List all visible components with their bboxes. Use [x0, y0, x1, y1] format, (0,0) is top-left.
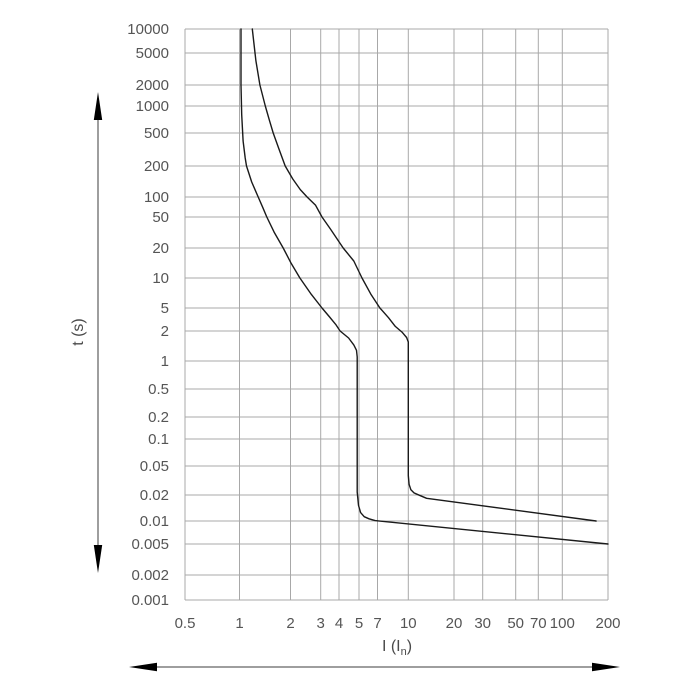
y-tick-labels: 10000 5000 2000 1000 500 200 100 50 20 10 5 2 1 0.5 0.…	[127, 21, 169, 609]
y-tick-label: 1	[161, 353, 169, 370]
x-tick-label: 30	[474, 615, 491, 632]
x-tick-label: 50	[507, 615, 524, 632]
arrow-down-icon	[93, 545, 103, 573]
y-axis-range-arrow	[93, 92, 103, 573]
y-tick-label: 10000	[127, 21, 169, 38]
x-axis-title-suffix: )	[406, 638, 413, 655]
y-tick-label: 0.02	[140, 487, 169, 504]
x-axis-range-arrow	[129, 662, 620, 672]
x-axis-title-text: I (I	[381, 638, 401, 655]
x-tick-label: 100	[550, 615, 575, 632]
y-tick-label: 500	[144, 125, 169, 142]
x-tick-label: 1	[235, 615, 243, 632]
y-tick-label: 1000	[136, 98, 169, 115]
y-tick-label: 0.01	[140, 513, 169, 530]
y-tick-label: 5	[161, 300, 169, 317]
y-tick-label: 0.001	[131, 592, 169, 609]
x-axis-title-subscript: n	[400, 646, 407, 659]
y-tick-label: 50	[152, 209, 169, 226]
y-tick-label: 2000	[136, 77, 169, 94]
upper-trip-limit-curve	[251, 28, 597, 522]
y-axis-title: t (s)	[70, 282, 94, 382]
x-tick-label: 3	[317, 615, 325, 632]
y-tick-label: 5000	[136, 45, 169, 62]
x-tick-label: 0.5	[175, 615, 196, 632]
arrow-right-icon	[592, 662, 620, 672]
y-tick-label: 20	[152, 240, 169, 257]
x-tick-label: 4	[335, 615, 343, 632]
y-tick-label: 2	[161, 323, 169, 340]
y-tick-label: 0.005	[131, 536, 169, 553]
arrow-left-icon	[129, 662, 157, 672]
y-tick-label: 100	[144, 189, 169, 206]
y-tick-label: 200	[144, 158, 169, 175]
x-axis-title: I (In)	[297, 638, 497, 662]
arrow-up-icon	[93, 92, 103, 120]
y-axis-title-text: t (s)	[70, 318, 87, 346]
y-tick-label: 0.05	[140, 458, 169, 475]
y-tick-label: 0.1	[148, 431, 169, 448]
x-tick-label: 2	[286, 615, 294, 632]
x-tick-label: 20	[446, 615, 463, 632]
y-tick-label: 0.2	[148, 409, 169, 426]
x-tick-label: 10	[400, 615, 417, 632]
y-tick-label: 0.5	[148, 381, 169, 398]
plot-grid	[184, 28, 609, 601]
x-tick-label: 70	[530, 615, 547, 632]
x-tick-label: 7	[373, 615, 381, 632]
y-tick-label: 0.002	[131, 567, 169, 584]
x-tick-labels: 0.5 1 2 3 4 5 7 10 20 30 50 70 100 200	[175, 615, 621, 632]
x-tick-label: 200	[595, 615, 620, 632]
x-tick-label: 5	[355, 615, 363, 632]
y-tick-label: 10	[152, 270, 169, 287]
lower-trip-limit-curve	[240, 28, 609, 545]
